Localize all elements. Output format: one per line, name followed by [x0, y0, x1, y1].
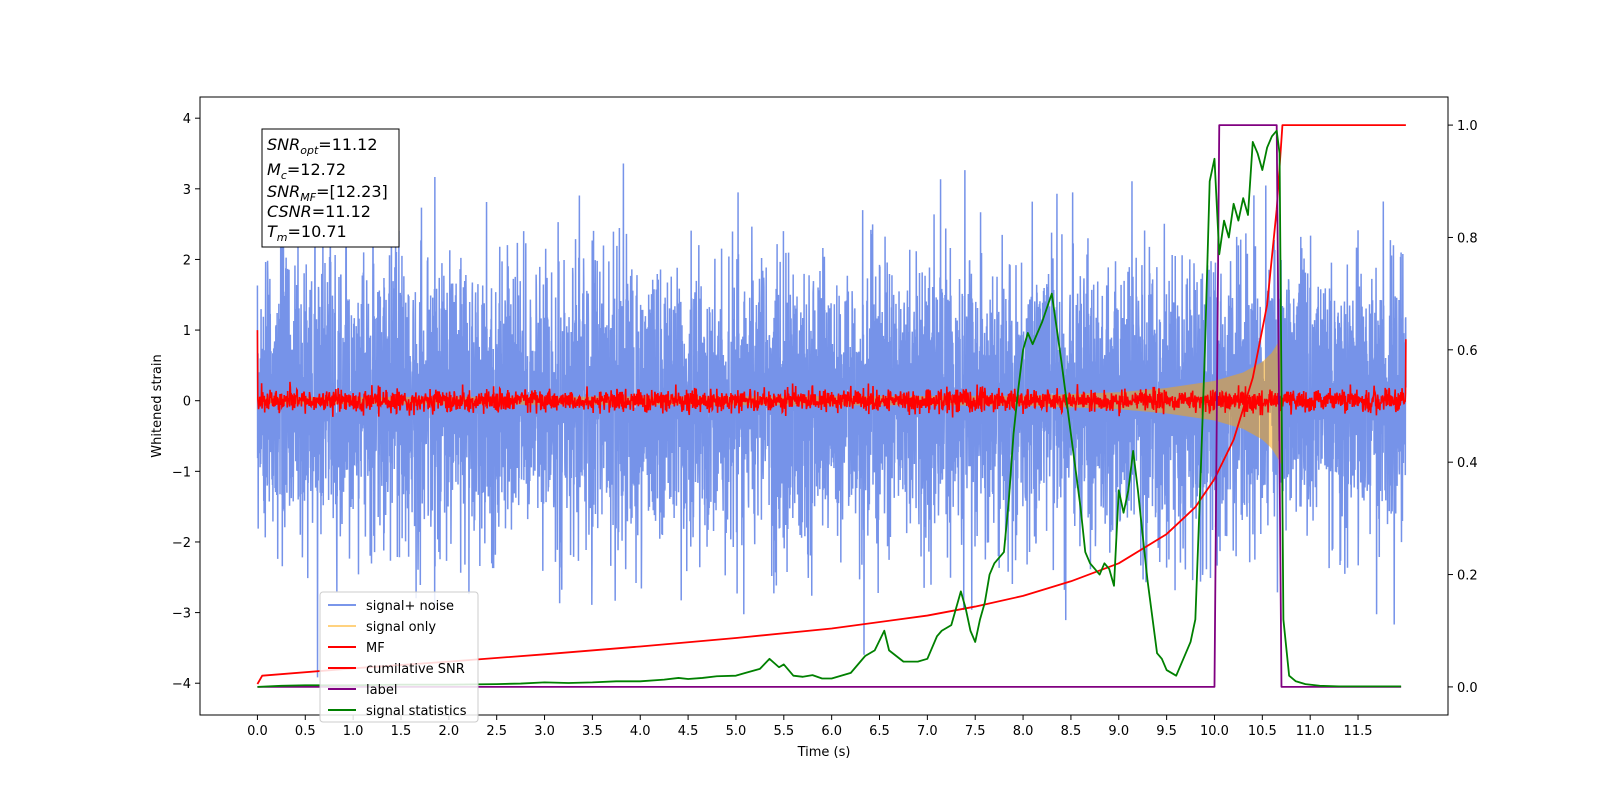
x-tick-label: 4.5: [678, 724, 699, 739]
y-tick-label: −3: [172, 607, 191, 622]
y-tick-label: −1: [172, 465, 191, 480]
y-tick-label: −4: [172, 677, 191, 692]
x-tick-label: 10.0: [1200, 724, 1229, 739]
x-tick-label: 8.5: [1061, 724, 1082, 739]
series-label: [257, 124, 1402, 688]
y-tick-label: 4: [183, 112, 191, 127]
y2-tick-label: 0.6: [1457, 344, 1478, 359]
mc-annotation: Mc=12.72: [267, 160, 346, 182]
plot-area: [256, 124, 1407, 688]
snr-mf-annotation: SNRMF=[12.23]: [267, 182, 388, 204]
y2-tick-label: 0.4: [1457, 456, 1478, 471]
csnr-annotation: CSNR=11.12: [267, 202, 371, 221]
x-tick-label: 9.5: [1156, 724, 1177, 739]
y-tick-label: 0: [183, 395, 191, 410]
legend-label: cumilative SNR: [366, 662, 465, 677]
legend-label: signal only: [366, 620, 436, 635]
x-tick-label: 5.0: [726, 724, 747, 739]
x-tick-label: 0.0: [247, 724, 268, 739]
y-tick-label: 2: [183, 253, 191, 268]
y-axis-title: Whitened strain: [150, 354, 165, 457]
y2-tick-label: 0.2: [1457, 569, 1478, 584]
legend-item: MF: [328, 641, 385, 656]
y2-tick-label: 0.8: [1457, 231, 1478, 246]
x-tick-label: 0.5: [295, 724, 316, 739]
y-tick-label: 1: [183, 324, 191, 339]
series-mf: [256, 330, 1407, 418]
legend-label: signal statistics: [366, 704, 467, 719]
x-tick-label: 9.0: [1108, 724, 1129, 739]
x-tick-label: 6.0: [821, 724, 842, 739]
snr-opt-annotation: SNRopt=11.12: [267, 135, 378, 157]
x-tick-label: 11.0: [1296, 724, 1325, 739]
series-signal-statistics: [257, 129, 1402, 688]
y2-tick-label: 1.0: [1457, 119, 1478, 134]
y-tick-label: −2: [172, 536, 191, 551]
x-tick-label: 3.5: [582, 724, 603, 739]
legend-item: signal+ noise: [328, 599, 454, 614]
x-tick-label: 11.5: [1344, 724, 1373, 739]
y2-axis: 0.0 0.2 0.4 0.6 0.8 1.0: [1448, 119, 1478, 696]
series-signal-noise: [256, 150, 1407, 678]
y2-tick-label: 0.0: [1457, 681, 1478, 696]
x-tick-label: 5.5: [773, 724, 794, 739]
x-tick-label: 10.5: [1248, 724, 1277, 739]
legend: signal+ noise signal only MF cumilative SNR…: [319, 591, 479, 723]
x-axis-title: Time (s): [797, 745, 851, 760]
legend-label: MF: [366, 641, 385, 656]
tm-annotation: Tm=10.71: [267, 222, 347, 244]
series-cumulative-snr: [256, 124, 1406, 685]
x-tick-label: 7.0: [917, 724, 938, 739]
x-tick-label: 3.0: [534, 724, 555, 739]
x-tick-label: 6.5: [869, 724, 890, 739]
legend-label: signal+ noise: [366, 599, 454, 614]
legend-item: cumilative SNR: [328, 662, 465, 677]
x-tick-label: 1.5: [391, 724, 412, 739]
legend-item: signal statistics: [328, 704, 467, 719]
plot-frame: [199, 96, 1449, 716]
x-axis: 0.0 0.5 1.0 1.5 2.0 2.5 3.0 3.5 4.0 4.5 5.0 5.5 6.0 6…: [247, 715, 1373, 739]
x-tick-label: 1.0: [343, 724, 364, 739]
legend-item: label: [328, 683, 397, 698]
x-tick-label: 2.5: [486, 724, 507, 739]
annotation-box: SNRopt=11.12 Mc=12.72 SNRMF=[12.23] CSNR…: [261, 128, 400, 248]
legend-label: label: [366, 683, 397, 698]
x-tick-label: 2.0: [438, 724, 459, 739]
x-tick-label: 8.0: [1013, 724, 1034, 739]
y-tick-label: 3: [183, 183, 191, 198]
x-tick-label: 4.0: [630, 724, 651, 739]
y-axis: −4 −3 −2 −1 0 1 2 3 4: [172, 112, 200, 692]
legend-item: signal only: [328, 620, 436, 635]
x-tick-label: 7.5: [965, 724, 986, 739]
